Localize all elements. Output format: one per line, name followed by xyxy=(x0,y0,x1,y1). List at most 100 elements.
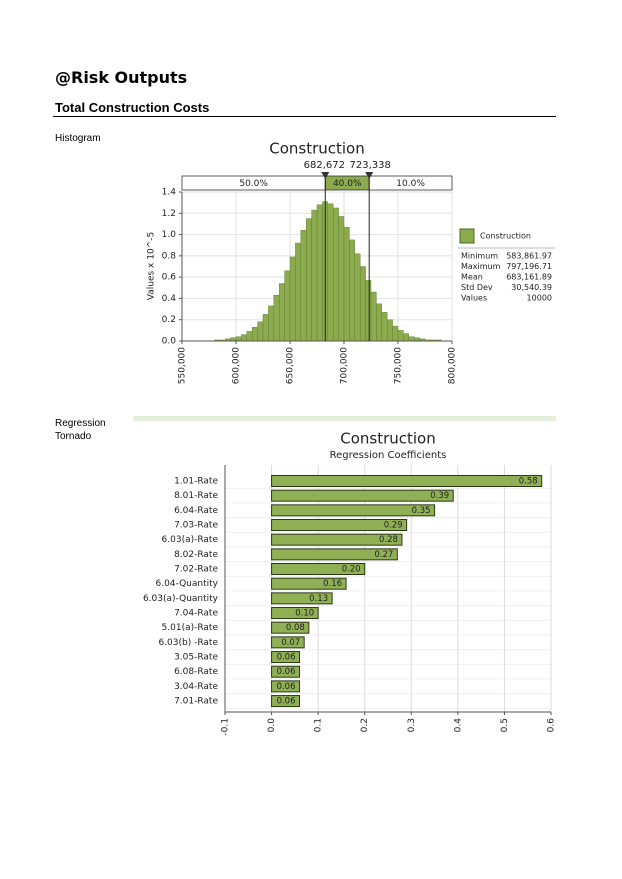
histogram-bar xyxy=(333,207,339,342)
x-tick-label: 0.1 xyxy=(314,718,324,732)
bar xyxy=(271,651,301,664)
chart-title: Construction xyxy=(340,430,436,448)
x-tick-label: -0.1 xyxy=(221,718,231,736)
category-label: 6.04-Quantity xyxy=(155,579,218,589)
legend-label: Construction xyxy=(480,232,531,241)
value-label: 0.13 xyxy=(309,594,328,604)
histogram-bar xyxy=(403,333,409,342)
category-label: 7.01-Rate xyxy=(174,697,218,707)
bar xyxy=(271,636,305,649)
x-tick-label: 650,000 xyxy=(286,347,296,384)
chart-subtitle: Regression Coefficients xyxy=(330,450,447,461)
x-tick-label: 0.5 xyxy=(500,718,510,732)
histogram-bar xyxy=(257,321,264,342)
histogram-bar xyxy=(408,336,415,342)
bar xyxy=(271,504,436,517)
x-tick-label: 600,000 xyxy=(232,347,242,384)
value-label: 0.39 xyxy=(430,491,449,501)
histogram-bar xyxy=(262,314,269,342)
doc-subtitle: Total Construction Costs xyxy=(55,100,210,115)
category-label: 5.01(a)-Rate xyxy=(162,623,219,633)
histogram-bar xyxy=(241,334,247,342)
stat-value: 583,861.97 xyxy=(506,252,552,261)
histogram-bar xyxy=(306,218,312,342)
stat-value: 30,540.39 xyxy=(511,283,552,292)
histogram-bar xyxy=(360,266,366,342)
section-band xyxy=(133,416,556,421)
value-label: 0.06 xyxy=(277,667,296,677)
value-label: 0.06 xyxy=(277,682,296,692)
x-tick-label: 0.4 xyxy=(453,718,463,733)
category-label: 3.05-Rate xyxy=(174,653,218,663)
delimiter-marker xyxy=(365,172,374,179)
x-tick-label: 0.3 xyxy=(407,718,417,732)
stat-value: 797,196.71 xyxy=(506,262,552,271)
y-tick-label: 0.4 xyxy=(162,294,177,304)
category-label: 1.01-Rate xyxy=(174,477,218,487)
value-label: 0.07 xyxy=(281,638,300,648)
value-label: 0.27 xyxy=(374,550,393,560)
y-tick-label: 1.4 xyxy=(162,188,177,198)
bar xyxy=(271,592,333,605)
histogram-bar xyxy=(338,216,345,342)
category-label: 7.03-Rate xyxy=(174,521,218,531)
histogram-bar xyxy=(343,226,350,342)
histogram-bar xyxy=(349,239,355,342)
bar xyxy=(271,548,398,561)
delimiter-label: 723,338 xyxy=(350,160,391,171)
stat-name: Maximum xyxy=(461,262,501,271)
bar xyxy=(271,665,301,678)
histogram-bar xyxy=(381,312,388,342)
region-label: 10.0% xyxy=(396,179,425,189)
bar xyxy=(271,563,366,576)
y-tick-label: 0.8 xyxy=(162,251,177,261)
histogram-bar xyxy=(397,330,404,342)
y-tick-label: 0.2 xyxy=(162,315,176,325)
stat-name: Minimum xyxy=(461,252,498,261)
x-tick-label: 700,000 xyxy=(340,347,350,384)
category-label: 3.04-Rate xyxy=(174,682,218,692)
value-label: 0.29 xyxy=(384,521,403,531)
stat-value: 10000 xyxy=(527,294,552,303)
category-label: 8.02-Rate xyxy=(174,550,218,560)
y-tick-label: 0.6 xyxy=(162,273,177,283)
x-tick-label: 0.2 xyxy=(360,718,370,732)
bar xyxy=(271,607,319,620)
histogram-bar xyxy=(273,295,280,342)
value-label: 0.58 xyxy=(519,477,538,487)
bar xyxy=(271,533,403,546)
delimiter-marker xyxy=(321,172,330,179)
delimiter-label: 682,672 xyxy=(304,160,345,171)
category-label: 7.04-Rate xyxy=(174,609,218,619)
histogram-bar xyxy=(268,305,274,342)
value-label: 0.28 xyxy=(379,535,398,545)
histogram-bar xyxy=(284,270,291,342)
value-label: 0.10 xyxy=(295,609,314,619)
category-label: 6.08-Rate xyxy=(174,667,218,677)
stat-name: Std Dev xyxy=(461,283,493,292)
histogram-bar xyxy=(376,303,382,342)
bar xyxy=(271,577,347,590)
chart-title: Construction xyxy=(269,140,365,158)
bar xyxy=(271,680,301,693)
x-tick-label: 0.0 xyxy=(267,718,277,733)
value-label: 0.08 xyxy=(286,623,305,633)
category-label: 6.03(a)-Quantity xyxy=(143,594,219,604)
bar xyxy=(271,621,310,634)
histogram-bar xyxy=(246,331,253,342)
stat-name: Mean xyxy=(461,273,483,282)
region-label: 50.0% xyxy=(239,179,268,189)
legend-swatch xyxy=(459,228,475,244)
region-label: 40.0% xyxy=(333,179,362,189)
x-tick-label: 550,000 xyxy=(178,347,188,384)
bar xyxy=(271,489,454,502)
value-label: 0.16 xyxy=(323,579,342,589)
y-tick-label: 1.2 xyxy=(162,209,176,219)
histogram-bar xyxy=(295,242,301,342)
value-label: 0.35 xyxy=(412,506,431,516)
histogram-bar xyxy=(327,203,334,342)
section-label: Regression Tornado xyxy=(55,418,106,442)
category-label: 6.03(b) -Rate xyxy=(158,638,218,648)
value-label: 0.20 xyxy=(342,565,361,575)
